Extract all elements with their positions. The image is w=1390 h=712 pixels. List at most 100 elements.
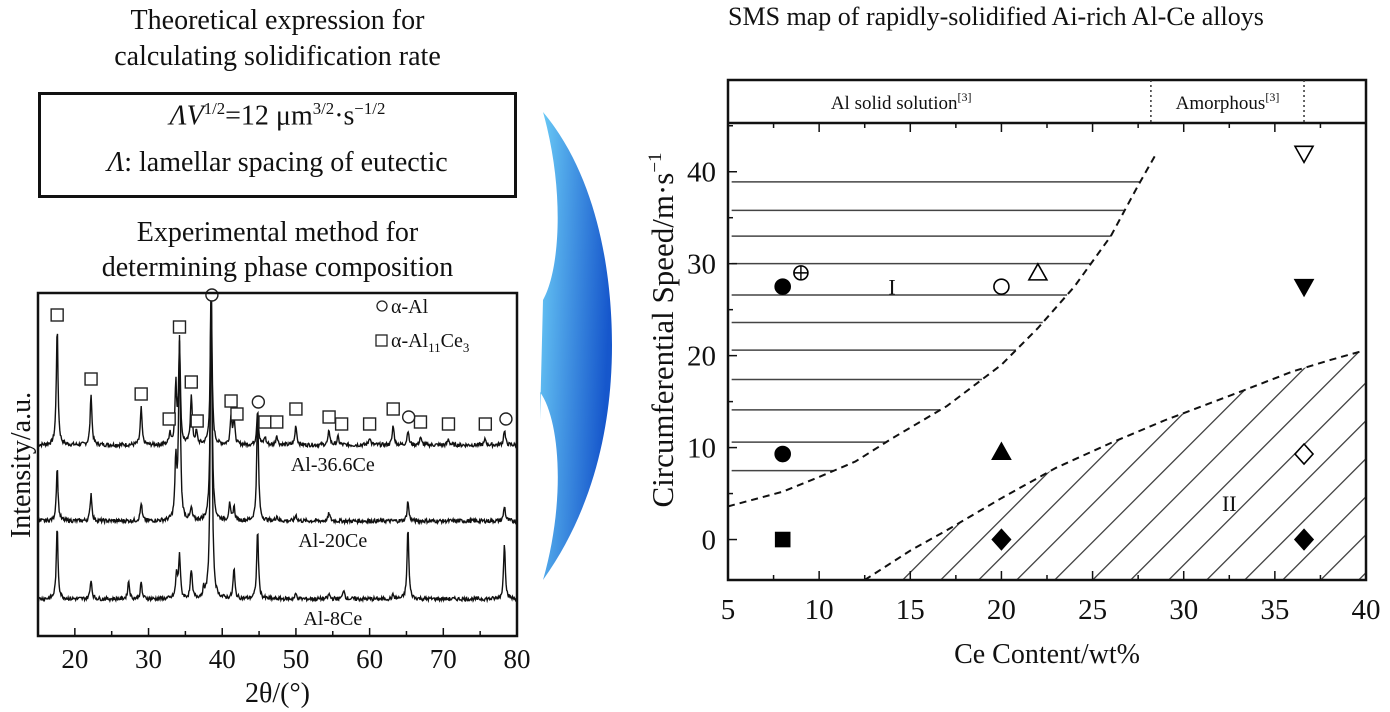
x-tick-label: 35 (1260, 594, 1289, 626)
xrd-series-line (38, 293, 517, 450)
region-II-hatch (105, 100, 1366, 580)
y-axis-label: Circumferential Speed/m·s−1 (645, 152, 680, 507)
square-marker (413, 415, 428, 429)
square-marker (50, 308, 64, 322)
band-label-text: Al solid solution (831, 93, 958, 114)
open-triangle-down-marker (1293, 145, 1315, 164)
open-circle-marker (993, 278, 1010, 295)
xrd-series-label: Al-36.6Ce (291, 454, 375, 476)
x-tick-label: 10 (805, 594, 834, 626)
formula-box: ΛV1/2=12 μm3/2·s−1/2 Λ: lamellar spacing… (38, 92, 517, 198)
region-boundary-dashed-line (864, 350, 1363, 580)
filled-circle-marker (774, 278, 791, 295)
region-boundary-dashed-line (728, 152, 1158, 508)
y-axis-label: Intensity/a.u. (6, 392, 37, 538)
x-tick-label: 40 (209, 644, 236, 674)
filled-diamond-marker (991, 528, 1012, 551)
exponent: 1/2 (203, 99, 226, 118)
region-II-hatch-line (864, 351, 1194, 580)
x-axis-label: 2θ/(°) (245, 678, 310, 709)
square-marker (172, 320, 187, 334)
formula-unit: ·s (334, 100, 355, 132)
band-label-text: Amorphous (1176, 93, 1266, 114)
legend-square-icon (375, 334, 388, 347)
square-marker (190, 414, 204, 428)
cross-part (793, 265, 808, 280)
region-II-hatch-line (902, 351, 1366, 580)
y-tick-label: 30 (687, 249, 716, 281)
square-marker (322, 410, 336, 424)
legend-circle-icon (376, 300, 388, 312)
region-II-hatch-line (1282, 351, 1366, 580)
solidification-formula: ΛV1/2=12 μm3/2·s−1/2 (41, 99, 514, 132)
formula-value: =12 μm (225, 100, 313, 132)
band-label-ref: [3] (958, 90, 972, 104)
region-II-hatch-line (864, 351, 1346, 580)
region-II-hatch-line (1016, 351, 1366, 580)
filled-triangle-down-marker (1293, 278, 1315, 298)
square-marker (270, 415, 284, 429)
y-axis-label-text: Circumferential Speed/m·s (645, 173, 680, 508)
definition-text: : lamellar spacing of eutectic (124, 147, 448, 178)
y-axis-label-exponent: −1 (645, 152, 666, 172)
lambda-symbol: Λ (169, 100, 187, 132)
x-tick-label: 20 (987, 594, 1016, 626)
legend-text-part: α-Al (391, 330, 429, 352)
exponent: 3/2 (312, 99, 335, 118)
region-II-hatch-line (1358, 351, 1366, 580)
filled-square-marker (774, 531, 791, 548)
theory-title-line-2: calculating solidification rate (114, 41, 441, 72)
x-tick-label: 60 (356, 644, 383, 674)
region-label: I (888, 275, 895, 300)
lambda-symbol: Λ (107, 147, 125, 178)
y-tick-label: 10 (687, 433, 716, 465)
x-tick-label: 40 (1352, 594, 1381, 626)
x-axis-label: Ce Content/wt% (954, 639, 1140, 670)
band-label: Al solid solution[3] (831, 90, 972, 114)
region-II-hatch-line (1092, 351, 1366, 580)
region-II-hatch-line (1206, 351, 1366, 580)
xrd-series-label: Al-20Ce (298, 530, 367, 552)
circle-marker (401, 410, 416, 424)
circle-marker (499, 412, 513, 426)
x-tick-label: 15 (896, 594, 925, 626)
square-marker (478, 417, 493, 431)
sms-frame (726, 78, 1368, 582)
open-triangle-up-marker (1027, 262, 1049, 281)
square-marker (230, 407, 244, 421)
arrow-icon (540, 112, 612, 580)
x-tick-label: 20 (61, 644, 88, 674)
circle-marker (251, 395, 266, 409)
legend-text-part: 11 (428, 340, 441, 355)
square-marker (224, 394, 238, 408)
xrd-chart: Al-36.6Ce Al-20Ce Al-8Ce 20 30 40 50 60 70 80 2θ/(… (6, 288, 531, 709)
square-marker (162, 412, 176, 426)
square-marker (334, 417, 349, 431)
region-II-hatch-line (105, 100, 585, 580)
region-II-hatch-line (864, 351, 1156, 580)
open-diamond-marker (1293, 442, 1315, 466)
filled-triangle-up-marker (991, 441, 1012, 460)
sms-plot-area (105, 100, 1366, 580)
exponent: −1/2 (354, 99, 386, 118)
region-II-hatch-line (1054, 351, 1366, 580)
y-tick-label: 40 (687, 157, 716, 189)
x-tick-label: 80 (504, 644, 531, 674)
xrd-series-line (38, 293, 517, 526)
open-crossed-circle-marker (793, 265, 809, 281)
lambda-definition: Λ: lamellar spacing of eutectic (41, 147, 514, 179)
square-marker (184, 375, 198, 389)
region-II-hatch-line (864, 351, 1270, 580)
square-marker (289, 402, 303, 416)
legend-text-part: Ce (441, 330, 463, 352)
region-II-hatch-line (978, 351, 1366, 580)
filled-diamond-marker (1293, 528, 1315, 551)
region-II-hatch-line (864, 351, 1042, 580)
legend-text-part: 3 (463, 340, 470, 355)
x-tick-label: 70 (430, 644, 457, 674)
x-tick-label: 25 (1078, 594, 1107, 626)
xrd-series-label: Al-8Ce (303, 608, 362, 630)
x-tick-label: 30 (1169, 594, 1198, 626)
square-marker (362, 417, 377, 431)
